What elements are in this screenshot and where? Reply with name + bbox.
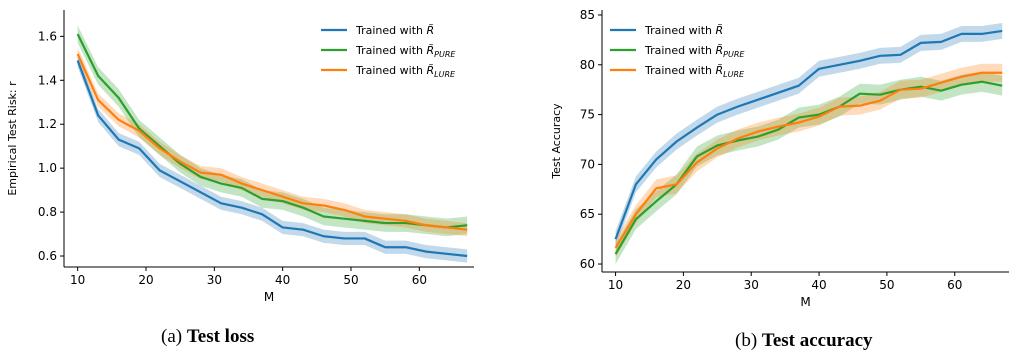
legend-label: Trained with R̃ <box>644 24 723 37</box>
x-axis-label: M <box>264 290 274 304</box>
series-band-2 <box>615 71 1003 265</box>
y-tick-label: 0.8 <box>38 205 57 219</box>
caption-b: (b) Test accuracy <box>735 330 873 352</box>
x-tick-label: 30 <box>207 273 222 287</box>
series-line-2 <box>76 33 468 229</box>
x-tick-label: 60 <box>412 273 427 287</box>
y-tick-label: 1.0 <box>38 161 57 175</box>
series-line-1 <box>614 29 1003 240</box>
legend-label: Trained with R̃ <box>355 24 434 37</box>
legend: Trained with R̃ Trained with R̃PURE Traine… <box>610 24 745 79</box>
legend-label: Trained with R̃LURE <box>644 64 745 79</box>
series-line-3 <box>76 53 468 231</box>
caption-b-prefix: (b) <box>735 330 762 351</box>
chart-panel-2: 10 20 30 40 50 60 60 65 70 75 80 85 M Test Accuracy Tr… <box>550 8 1009 309</box>
x-tick-label: 50 <box>343 273 358 287</box>
caption-a-title: Test loss <box>186 326 255 347</box>
x-tick-label: 60 <box>947 278 962 292</box>
y-tick-label: 0.6 <box>38 249 57 263</box>
y-tick-label: 75 <box>580 108 595 122</box>
legend: Trained with R̃ Trained with R̃PURE Traine… <box>321 24 456 79</box>
y-tick-label: 60 <box>580 257 595 271</box>
y-tick-label: 80 <box>580 58 595 72</box>
series-line-3 <box>614 71 1003 249</box>
y-tick-label: 70 <box>580 157 595 171</box>
caption-b-title: Test accuracy <box>761 330 873 351</box>
y-tick-label: 65 <box>580 207 595 221</box>
x-tick-label: 50 <box>879 278 894 292</box>
series-line-1 <box>76 60 468 258</box>
legend-label: Trained with R̃PURE <box>355 44 456 59</box>
x-tick-label: 20 <box>676 278 691 292</box>
x-tick-label: 40 <box>811 278 826 292</box>
x-tick-label: 10 <box>608 278 623 292</box>
y-tick-label: 1.2 <box>38 117 57 131</box>
caption-a: (a) Test loss <box>161 326 254 348</box>
chart-panel-1: 10 20 30 40 50 60 0.6 0.8 1.0 1.2 1.4 1.6 M Empirical… <box>6 10 474 304</box>
y-axis-label: Empirical Test Risk: r <box>6 81 19 196</box>
x-tick-label: 20 <box>138 273 153 287</box>
x-tick-label: 40 <box>275 273 290 287</box>
y-tick-label: 1.6 <box>38 29 57 43</box>
x-axis-label: M <box>800 295 810 309</box>
y-tick-label: 85 <box>580 8 595 22</box>
x-tick-label: 10 <box>70 273 85 287</box>
y-tick-label: 1.4 <box>38 73 57 87</box>
legend-label: Trained with R̃PURE <box>644 44 745 59</box>
caption-a-prefix: (a) <box>161 326 187 347</box>
y-axis-label: Test Accuracy <box>550 103 563 180</box>
series-band-1 <box>615 22 1003 248</box>
x-tick-label: 30 <box>744 278 759 292</box>
legend-label: Trained with R̃LURE <box>355 64 456 79</box>
